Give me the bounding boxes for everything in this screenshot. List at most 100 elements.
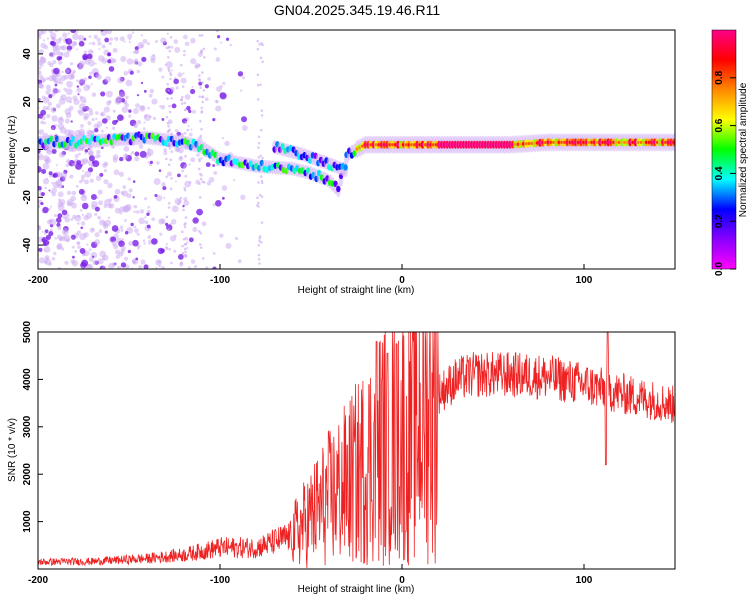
- spectrogram-cell: [55, 217, 62, 223]
- spectrogram-cell: [143, 242, 146, 245]
- spectrogram-cell: [109, 37, 114, 41]
- spectrogram-cell: [165, 115, 169, 119]
- spectrogram-cell: [221, 196, 225, 200]
- spectrogram-cell: [78, 103, 86, 110]
- spectrogram-cell: [186, 128, 190, 132]
- spectrogram-cell: [165, 215, 169, 219]
- snr-frame: [37, 331, 676, 570]
- spectrogram-cell: [181, 252, 185, 255]
- spectrogram-cell: [146, 212, 150, 216]
- spectrogram-cell: [142, 38, 148, 44]
- spectrogram-cell: [104, 219, 112, 227]
- spectrogram-cell: [182, 72, 185, 75]
- spectrogram-cell: [225, 37, 230, 41]
- spectrogram-cell: [136, 120, 142, 125]
- spectrogram-cell: [115, 254, 120, 260]
- spectrogram-cell: [151, 98, 158, 105]
- spectrogram-cell: [113, 194, 118, 199]
- spectrogram-cell: [124, 264, 130, 269]
- spectrogram-cell: [157, 260, 161, 264]
- spectrogram-cell: [169, 187, 173, 191]
- spectrogram-cell: [186, 241, 189, 244]
- spectrogram-cell: [234, 236, 239, 241]
- spectrogram-cell: [240, 194, 246, 201]
- spectrogram-cell: [122, 185, 127, 189]
- spectrogram-cell: [82, 53, 89, 60]
- spectrogram-cell: [101, 265, 107, 269]
- spectrogram-cell: [201, 81, 204, 84]
- spectrogram-cell: [168, 247, 171, 251]
- spectrogram-cell: [138, 144, 144, 149]
- spectrogram-cell: [122, 153, 129, 160]
- spectrogram-cell: [173, 39, 179, 44]
- spectrogram-cell: [170, 261, 173, 265]
- spectrogram-cell: [167, 89, 170, 92]
- spectrogram-cell: [74, 249, 78, 253]
- spectrogram-cell: [199, 119, 202, 123]
- spectrogram-cell: [163, 151, 168, 156]
- spectrogram-cell: [207, 76, 211, 81]
- spectrogram-cell: [212, 164, 216, 167]
- spectrogram-cell: [61, 247, 65, 251]
- spectrogram-cell: [38, 165, 42, 173]
- spectrogram-cell: [120, 55, 127, 62]
- spectrogram-cell: [115, 95, 123, 103]
- spectrogram-cell: [161, 118, 165, 121]
- spectrogram-cell: [70, 30, 77, 34]
- spectrogram-cell: [38, 247, 43, 252]
- spectrogram-cell: [38, 66, 42, 70]
- spectrogram-cell: [205, 266, 209, 269]
- spectrogram-cell: [51, 192, 56, 197]
- spectrogram-cell: [78, 40, 85, 47]
- spectrogram-cell: [97, 258, 104, 265]
- spectrogram-cell: [260, 179, 264, 183]
- spectrogram-cell: [65, 38, 73, 45]
- spectrogram-cell: [257, 243, 261, 247]
- spectrogram-cell: [84, 59, 91, 65]
- spectrogram-cell: [257, 156, 260, 159]
- spectrogram-cell: [42, 178, 50, 185]
- spectrogram-cell: [89, 71, 93, 75]
- spectrogram-cell: [242, 76, 246, 80]
- spectrogram-cell: [119, 36, 125, 42]
- spectrogram-cell: [187, 266, 191, 269]
- spectrogram-cell: [198, 182, 201, 186]
- spectrogram-cell: [76, 87, 82, 93]
- spectrogram-cell: [183, 34, 188, 40]
- spectrogram-cell: [125, 95, 129, 100]
- spectrogram-cell: [48, 189, 51, 192]
- spectrogram-cell: [168, 49, 172, 53]
- spectrogram-cell: [105, 90, 113, 98]
- spectrogram-cell: [127, 33, 133, 39]
- spectrogram-cell: [198, 64, 201, 67]
- spectrogram-cell: [184, 250, 187, 254]
- spectrogram-cell: [103, 161, 109, 167]
- spectrogram-cell: [196, 153, 200, 157]
- spectrogram-cell: [50, 106, 57, 113]
- spectrogram-cell: [174, 46, 181, 53]
- spectrogram-cell: [257, 135, 261, 139]
- spectrogram-cell: [258, 193, 262, 197]
- spectrogram-cell: [143, 89, 147, 93]
- snr-y-tick-label: 5000: [22, 320, 33, 343]
- spectrogram-cell: [105, 126, 108, 129]
- spectrogram-cell: [123, 101, 128, 105]
- spectrogram-cell: [41, 238, 45, 242]
- spectrogram-cell: [171, 103, 177, 109]
- spectrogram-cell: [165, 157, 168, 161]
- spectrogram-cell: [258, 43, 262, 46]
- spectrogram-cell: [163, 148, 168, 152]
- spectrogram-cell: [134, 228, 139, 234]
- spectrogram-cell: [91, 117, 95, 122]
- spectrogram-cell: [174, 128, 179, 133]
- spectrogram-cell: [113, 169, 120, 176]
- colorbar-label: Normalized spectral amplitude: [738, 82, 749, 217]
- spectrogram-cell: [42, 242, 47, 247]
- spectrogram-cell: [174, 180, 177, 183]
- spectrogram-cell: [51, 87, 59, 94]
- spectrogram-y-tick-label: 40: [22, 48, 33, 60]
- spectrogram-cell: [98, 154, 101, 158]
- spectrogram-cell: [74, 232, 80, 238]
- spectrogram-cell: [111, 126, 116, 131]
- spectrogram-cell: [97, 215, 102, 220]
